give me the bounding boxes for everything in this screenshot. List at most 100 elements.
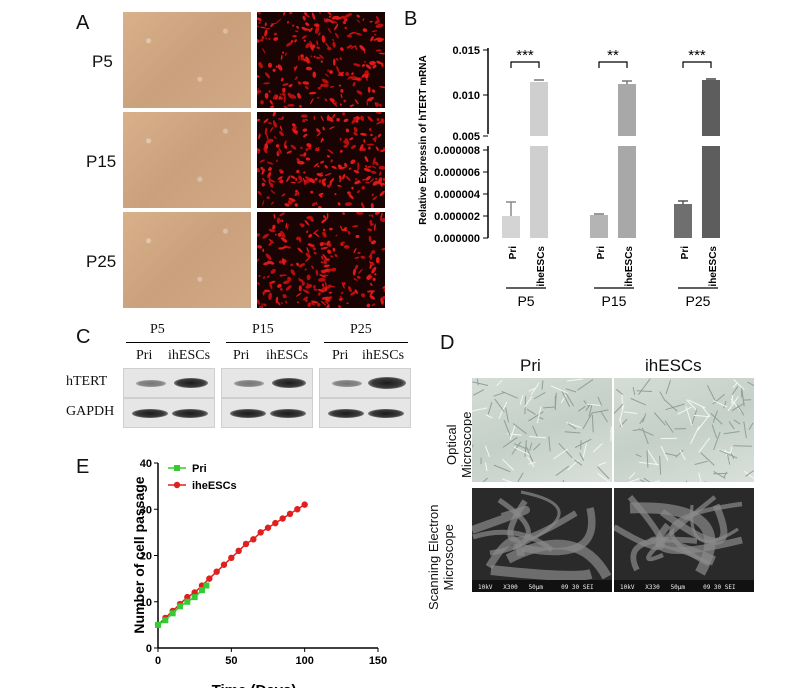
- e-ytick-label: 10: [140, 597, 152, 609]
- d-col-pri: Pri: [520, 356, 541, 375]
- optical-image-ihescs: [614, 378, 754, 482]
- e-point-iheESCs: [228, 554, 235, 562]
- row-label-p15: P15: [86, 152, 117, 171]
- e-point-iheESCs: [242, 540, 250, 548]
- e-point-iheESCs: [191, 589, 198, 596]
- blot-htert-p25: [319, 368, 411, 398]
- e-ytick-label: 20: [140, 551, 152, 563]
- panel-letter-c: C: [76, 326, 91, 348]
- e-legend-marker-Pri: [174, 465, 180, 471]
- e-point-iheESCs: [272, 519, 279, 527]
- optical-image-pri: [472, 378, 612, 482]
- e-xtick-label: 50: [225, 655, 237, 667]
- b-tick-upper-0: 0.015: [452, 45, 480, 57]
- panel-letter-b: B: [404, 8, 418, 30]
- b-bar-pri-p25: [674, 204, 692, 238]
- blot-gapdh-p5: [123, 398, 215, 428]
- b-tick-lower-1: 0.000006: [434, 167, 480, 179]
- b-group-p15: P15: [602, 293, 627, 309]
- e-point-iheESCs: [264, 524, 272, 531]
- brightfield-image-p25: [123, 212, 251, 308]
- sem-image-ihescs: 10kV X330 50μm 09 30 SEI: [614, 488, 754, 592]
- blot-htert-p15: [221, 368, 313, 398]
- b-bar-iheescs-p25: [702, 80, 720, 238]
- brightfield-image-p15: [123, 112, 251, 208]
- e-point-Pri: [184, 598, 191, 605]
- e-point-iheESCs: [184, 593, 191, 601]
- row-label-p5: P5: [92, 52, 113, 71]
- e-point-iheESCs: [286, 510, 294, 518]
- c-row-gapdh: GAPDH: [66, 404, 115, 419]
- d-row-sem: Scanning Electron Microscope: [426, 504, 456, 610]
- b-label-iheescs-p15: iheESCs: [624, 246, 635, 287]
- e-point-Pri: [155, 621, 161, 628]
- e-ylabel: Number of cell passage: [131, 476, 147, 633]
- c-group-p25: P25: [350, 322, 372, 337]
- e-point-iheESCs: [213, 568, 220, 575]
- c-lane-pri-p25: Pri: [332, 348, 349, 363]
- panel-letter-a: A: [76, 12, 90, 34]
- panel-e-chart: Number of cell passage Time (Days) 0 10 20…: [131, 458, 387, 688]
- brightfield-image-p5: [123, 12, 251, 108]
- b-label-iheescs-p5: iheESCs: [536, 246, 547, 287]
- e-point-Pri: [191, 594, 198, 601]
- b-group-p5: P5: [517, 293, 534, 309]
- e-ytick-label: 0: [146, 643, 152, 655]
- e-xlabel: Time (Days): [212, 682, 297, 688]
- b-sig-p25: ***: [688, 47, 706, 64]
- b-label-pri-p5: Pri: [508, 246, 519, 260]
- fluorescence-image-p25: [257, 212, 385, 308]
- e-point-Pri: [199, 587, 205, 594]
- panel-letter-e: E: [76, 456, 90, 478]
- e-ytick-label: 40: [140, 458, 152, 470]
- e-xtick-label: 0: [155, 655, 161, 667]
- b-label-pri-p15: Pri: [596, 246, 607, 260]
- e-point-iheESCs: [250, 536, 257, 543]
- b-tick-upper-2: 0.005: [452, 131, 480, 143]
- c-lane-ihescs-p5: ihESCs: [168, 348, 211, 363]
- b-tick-lower-4: 0.000000: [434, 233, 480, 245]
- c-group-p5: P5: [150, 322, 165, 337]
- e-legend-label-Pri: Pri: [192, 463, 207, 475]
- d-row-optical: Optical Microscope: [444, 411, 474, 478]
- sem-caption-ihescs: 10kV X330 50μm 09 30 SEI: [620, 584, 736, 591]
- b-tick-lower-3: 0.000002: [434, 211, 480, 223]
- e-point-iheESCs: [235, 547, 242, 555]
- e-point-Pri: [177, 603, 183, 610]
- e-point-iheESCs: [206, 575, 213, 582]
- blot-htert-p5: [123, 368, 215, 398]
- c-lane-pri-p15: Pri: [233, 348, 250, 363]
- e-point-Pri: [162, 617, 169, 624]
- b-bar-pri-p15: [590, 215, 608, 238]
- b-bar-pri-p5: [502, 216, 520, 238]
- panel-b-chart: Relative Expressin of hTERT mRNA 0.015 0…: [418, 45, 736, 309]
- e-point-iheESCs: [279, 515, 286, 522]
- b-bar-iheescs-p5: [530, 82, 548, 238]
- e-point-iheESCs: [257, 529, 264, 536]
- b-tick-upper-1: 0.010: [452, 90, 480, 102]
- b-group-p25: P25: [686, 293, 711, 309]
- e-legend-marker-iheESCs: [173, 481, 181, 489]
- e-xtick-label: 100: [295, 655, 313, 667]
- e-ytick-label: 30: [140, 504, 152, 516]
- b-sig-p5: ***: [516, 47, 534, 64]
- c-row-htert: hTERT: [66, 374, 108, 389]
- b-ylabel: Relative Expressin of hTERT mRNA: [418, 55, 429, 224]
- b-label-iheescs-p25: iheESCs: [708, 246, 719, 287]
- e-point-iheESCs: [220, 561, 228, 568]
- e-point-iheESCs: [294, 506, 301, 513]
- b-bar-iheescs-p15: [618, 84, 636, 238]
- blot-gapdh-p15: [221, 398, 313, 428]
- c-lane-ihescs-p15: ihESCs: [266, 348, 309, 363]
- b-tick-lower-0: 0.000008: [434, 145, 480, 157]
- e-point-Pri: [169, 610, 176, 617]
- sem-image-pri: 10kV X300 50μm 09 30 SEI: [472, 488, 612, 592]
- row-label-p25: P25: [86, 252, 117, 271]
- c-lane-pri-p5: Pri: [136, 348, 153, 363]
- e-point-iheESCs: [301, 501, 308, 508]
- e-point-Pri: [203, 582, 210, 589]
- c-lane-ihescs-p25: ihESCs: [362, 348, 405, 363]
- fluorescence-image-p5: [257, 12, 385, 108]
- sem-caption-pri: 10kV X300 50μm 09 30 SEI: [478, 584, 594, 591]
- e-legend-label-iheESCs: iheESCs: [192, 480, 237, 492]
